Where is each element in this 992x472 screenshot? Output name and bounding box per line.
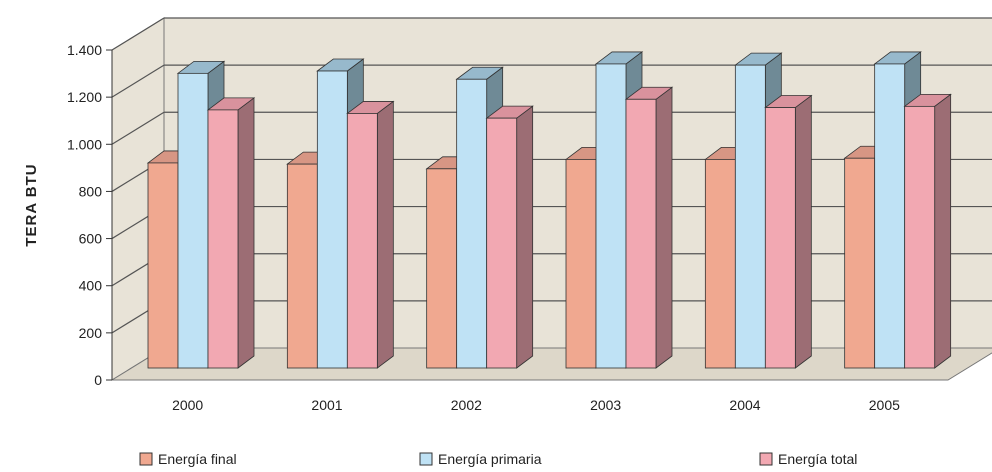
bar-front <box>177 72 209 369</box>
bars <box>146 51 952 369</box>
bar-front <box>207 109 239 369</box>
bar-front <box>704 158 736 369</box>
bar-side <box>376 100 394 369</box>
x-tick-label: 2000 <box>172 397 203 413</box>
bar-energía-total-2005 <box>903 93 952 369</box>
bar-front <box>844 157 876 369</box>
legend-item: Energía final <box>139 451 237 467</box>
bar-front <box>565 158 597 369</box>
legend-item: Energía primaria <box>419 451 542 467</box>
bar-front <box>874 63 906 369</box>
x-axis-ticks: 2000 2001 2002 2003 2004 2005 <box>172 397 900 413</box>
y-tick-label: 0 <box>94 372 102 388</box>
gridline-side <box>111 64 165 98</box>
bar-side <box>516 105 534 369</box>
y-tick-label: 1.200 <box>67 89 102 105</box>
gridline-side <box>111 111 165 145</box>
legend-label: Energía primaria <box>438 451 542 467</box>
bar-front <box>486 117 518 369</box>
bar-energía-total-2000 <box>206 97 256 369</box>
bar-front <box>904 105 936 369</box>
bar-front <box>147 162 179 369</box>
y-tick-label: 400 <box>79 278 103 294</box>
bar-front <box>286 163 318 369</box>
x-tick-label: 2005 <box>869 397 900 413</box>
legend-swatch <box>759 452 773 466</box>
y-tick-label: 1.000 <box>67 136 102 152</box>
y-tick-label: 200 <box>79 325 103 341</box>
legend-swatch <box>139 452 153 466</box>
legend-swatch <box>419 452 433 466</box>
y-tick-label: 800 <box>79 183 103 199</box>
bar-front <box>764 107 796 369</box>
bar-front <box>625 98 657 369</box>
bar-energía-total-2002 <box>485 105 534 369</box>
bar-side <box>934 93 952 369</box>
x-tick-label: 2002 <box>451 397 482 413</box>
bar-side <box>237 97 255 369</box>
bar-front <box>426 168 458 369</box>
bar-front <box>456 78 488 369</box>
bar-energía-total-2001 <box>346 100 395 369</box>
y-tick-label: 1.400 <box>67 42 102 58</box>
bar-side <box>794 94 812 369</box>
y-axis-label: TERA BTU <box>23 163 40 246</box>
legend-item: Energía total <box>759 451 857 467</box>
legend-label: Energía total <box>778 451 857 467</box>
bar-side <box>655 86 673 369</box>
bar-energía-total-2004 <box>764 94 813 369</box>
y-axis-ticks: 0 200 400 600 800 1.000 1.200 1.400 <box>67 42 113 388</box>
gridline-side <box>111 17 165 51</box>
bar-front <box>734 64 766 369</box>
bar-energía-total-2003 <box>624 86 674 369</box>
x-tick-label: 2003 <box>590 397 621 413</box>
legend: Energía final Energía primaria Energía tot… <box>139 451 857 467</box>
y-tick-label: 600 <box>79 231 103 247</box>
x-tick-label: 2004 <box>729 397 760 413</box>
bar-front <box>316 70 348 369</box>
x-tick-label: 2001 <box>311 397 342 413</box>
bar-front <box>346 113 378 369</box>
legend-label: Energía final <box>158 451 237 467</box>
bar-front <box>595 63 627 369</box>
